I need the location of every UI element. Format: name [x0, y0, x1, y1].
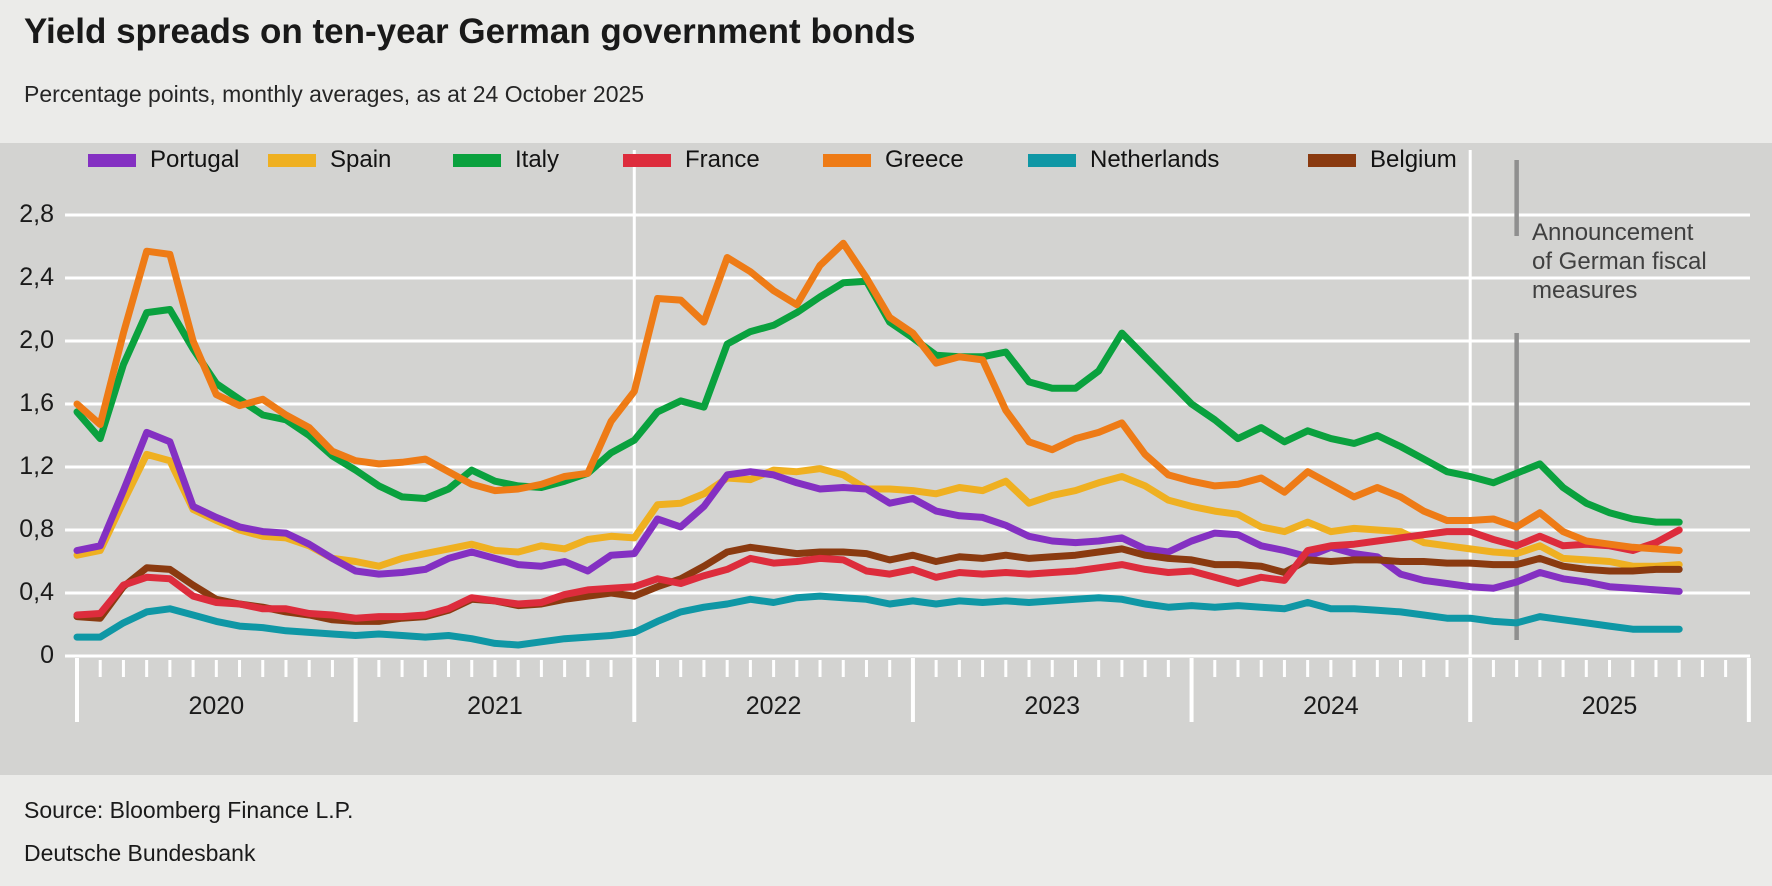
chart-panel [0, 143, 1772, 775]
x-year-label: 2022 [745, 692, 802, 720]
legend-item-belgium: Belgium [1308, 146, 1457, 174]
legend-label: Belgium [1370, 146, 1457, 173]
series-line-france [73, 526, 1683, 622]
chart-canvas [65, 150, 1751, 722]
y-axis-label: 1,2 [19, 452, 54, 480]
legend-item-france: France [623, 146, 760, 174]
legend-label: Portugal [150, 146, 240, 173]
legend-label: Netherlands [1090, 146, 1220, 173]
y-axis-label: 1,6 [19, 389, 54, 417]
y-axis-label: 0,8 [19, 515, 54, 543]
legend-item-italy: Italy [453, 146, 559, 174]
x-year-label: 2021 [467, 692, 523, 720]
legend-swatch-greece [823, 153, 871, 167]
annotation-text-line: measures [1532, 277, 1638, 304]
legend-label: Spain [330, 146, 392, 173]
legend-swatch-belgium [1308, 153, 1356, 167]
annotation-text-line: Announcement [1532, 219, 1694, 246]
series-line-netherlands [73, 592, 1683, 649]
source-text: Source: Bloomberg Finance L.P. [24, 797, 354, 823]
legend-label: France [685, 146, 760, 173]
publisher-text: Deutsche Bundesbank [24, 840, 256, 866]
x-year-label: 2023 [1024, 692, 1081, 720]
legend-swatch-italy [453, 153, 501, 167]
y-axis-label: 0,4 [19, 578, 54, 606]
y-axis-label: 0 [40, 641, 54, 669]
legend-swatch-spain [268, 153, 316, 167]
legend-swatch-portugal [88, 153, 136, 167]
series-line-greece [73, 239, 1683, 554]
y-axis-label: 2,4 [19, 263, 54, 291]
legend-swatch-france [623, 153, 671, 167]
page-subtitle: Percentage points, monthly averages, as … [24, 81, 645, 107]
x-year-label: 2024 [1303, 692, 1359, 720]
legend-label: Greece [885, 146, 964, 173]
legend-item-greece: Greece [823, 146, 964, 174]
legend-swatch-netherlands [1028, 153, 1076, 167]
series-line-belgium [73, 543, 1683, 625]
x-year-label: 2025 [1581, 692, 1638, 720]
legend-item-spain: Spain [268, 146, 391, 174]
y-axis-label: 2,8 [19, 200, 54, 228]
y-axis-label: 2,0 [19, 326, 54, 354]
x-year-label: 2020 [188, 692, 245, 720]
legend-item-portugal: Portugal [88, 146, 239, 174]
legend-label: Italy [515, 146, 560, 173]
legend-item-netherlands: Netherlands [1028, 146, 1219, 174]
page-title: Yield spreads on ten-year German governm… [24, 12, 916, 51]
annotation-text-line: of German fiscal [1532, 248, 1707, 275]
series-line-portugal [73, 428, 1683, 595]
annotation-text: Announcement of German fiscal measures [1532, 218, 1752, 305]
